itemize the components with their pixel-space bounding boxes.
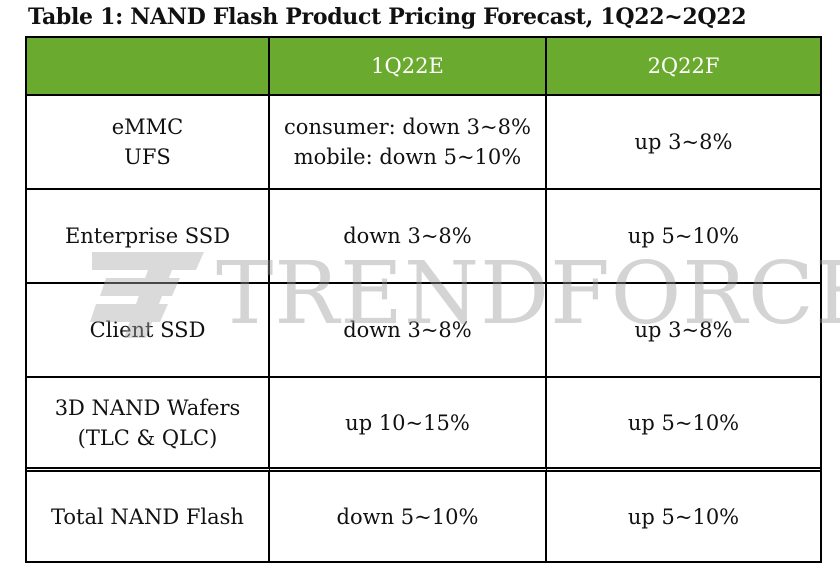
- q2-forecast-cell-total: up 5~10%: [627, 504, 740, 529]
- product-label: eMMC: [111, 115, 184, 139]
- product-cell-total: Total NAND Flash: [27, 472, 270, 561]
- header-cell-product: [27, 38, 270, 96]
- forecast-value: consumer: down 3~8%: [284, 115, 531, 139]
- pricing-table: 1Q22E 2Q22F eMMC UFS consumer: down 3~8%…: [25, 36, 822, 563]
- q1-forecast-cell: up 10~15%: [270, 378, 547, 472]
- forecast-value: mobile: down 5~10%: [293, 145, 522, 169]
- product-cell: 3D NAND Wafers (TLC & QLC): [27, 378, 270, 472]
- product-label: 3D NAND Wafers: [54, 395, 241, 420]
- q2-forecast-cell: up 3~8%: [547, 96, 820, 190]
- product-label: UFS: [124, 145, 171, 169]
- product-cell: eMMC UFS: [27, 96, 270, 190]
- q2-forecast-cell: up 5~10%: [547, 378, 820, 472]
- q2-forecast-cell: up 5~10%: [547, 190, 820, 284]
- header-cell-2q22f: 2Q22F: [547, 38, 820, 96]
- product-cell: Client SSD: [27, 284, 270, 378]
- table-title: Table 1: NAND Flash Product Pricing Fore…: [28, 4, 747, 30]
- q1-forecast-cell: down 3~8%: [270, 284, 547, 378]
- q1-forecast-cell: down 3~8%: [270, 190, 547, 284]
- product-cell: Enterprise SSD: [27, 190, 270, 284]
- q2-forecast-cell: up 3~8%: [547, 284, 820, 378]
- header-cell-1q22e: 1Q22E: [270, 38, 547, 96]
- product-label: (TLC & QLC): [77, 425, 218, 450]
- q1-forecast-cell-total: down 5~10%: [270, 472, 547, 561]
- q1-forecast-cell: consumer: down 3~8% mobile: down 5~10%: [270, 96, 547, 190]
